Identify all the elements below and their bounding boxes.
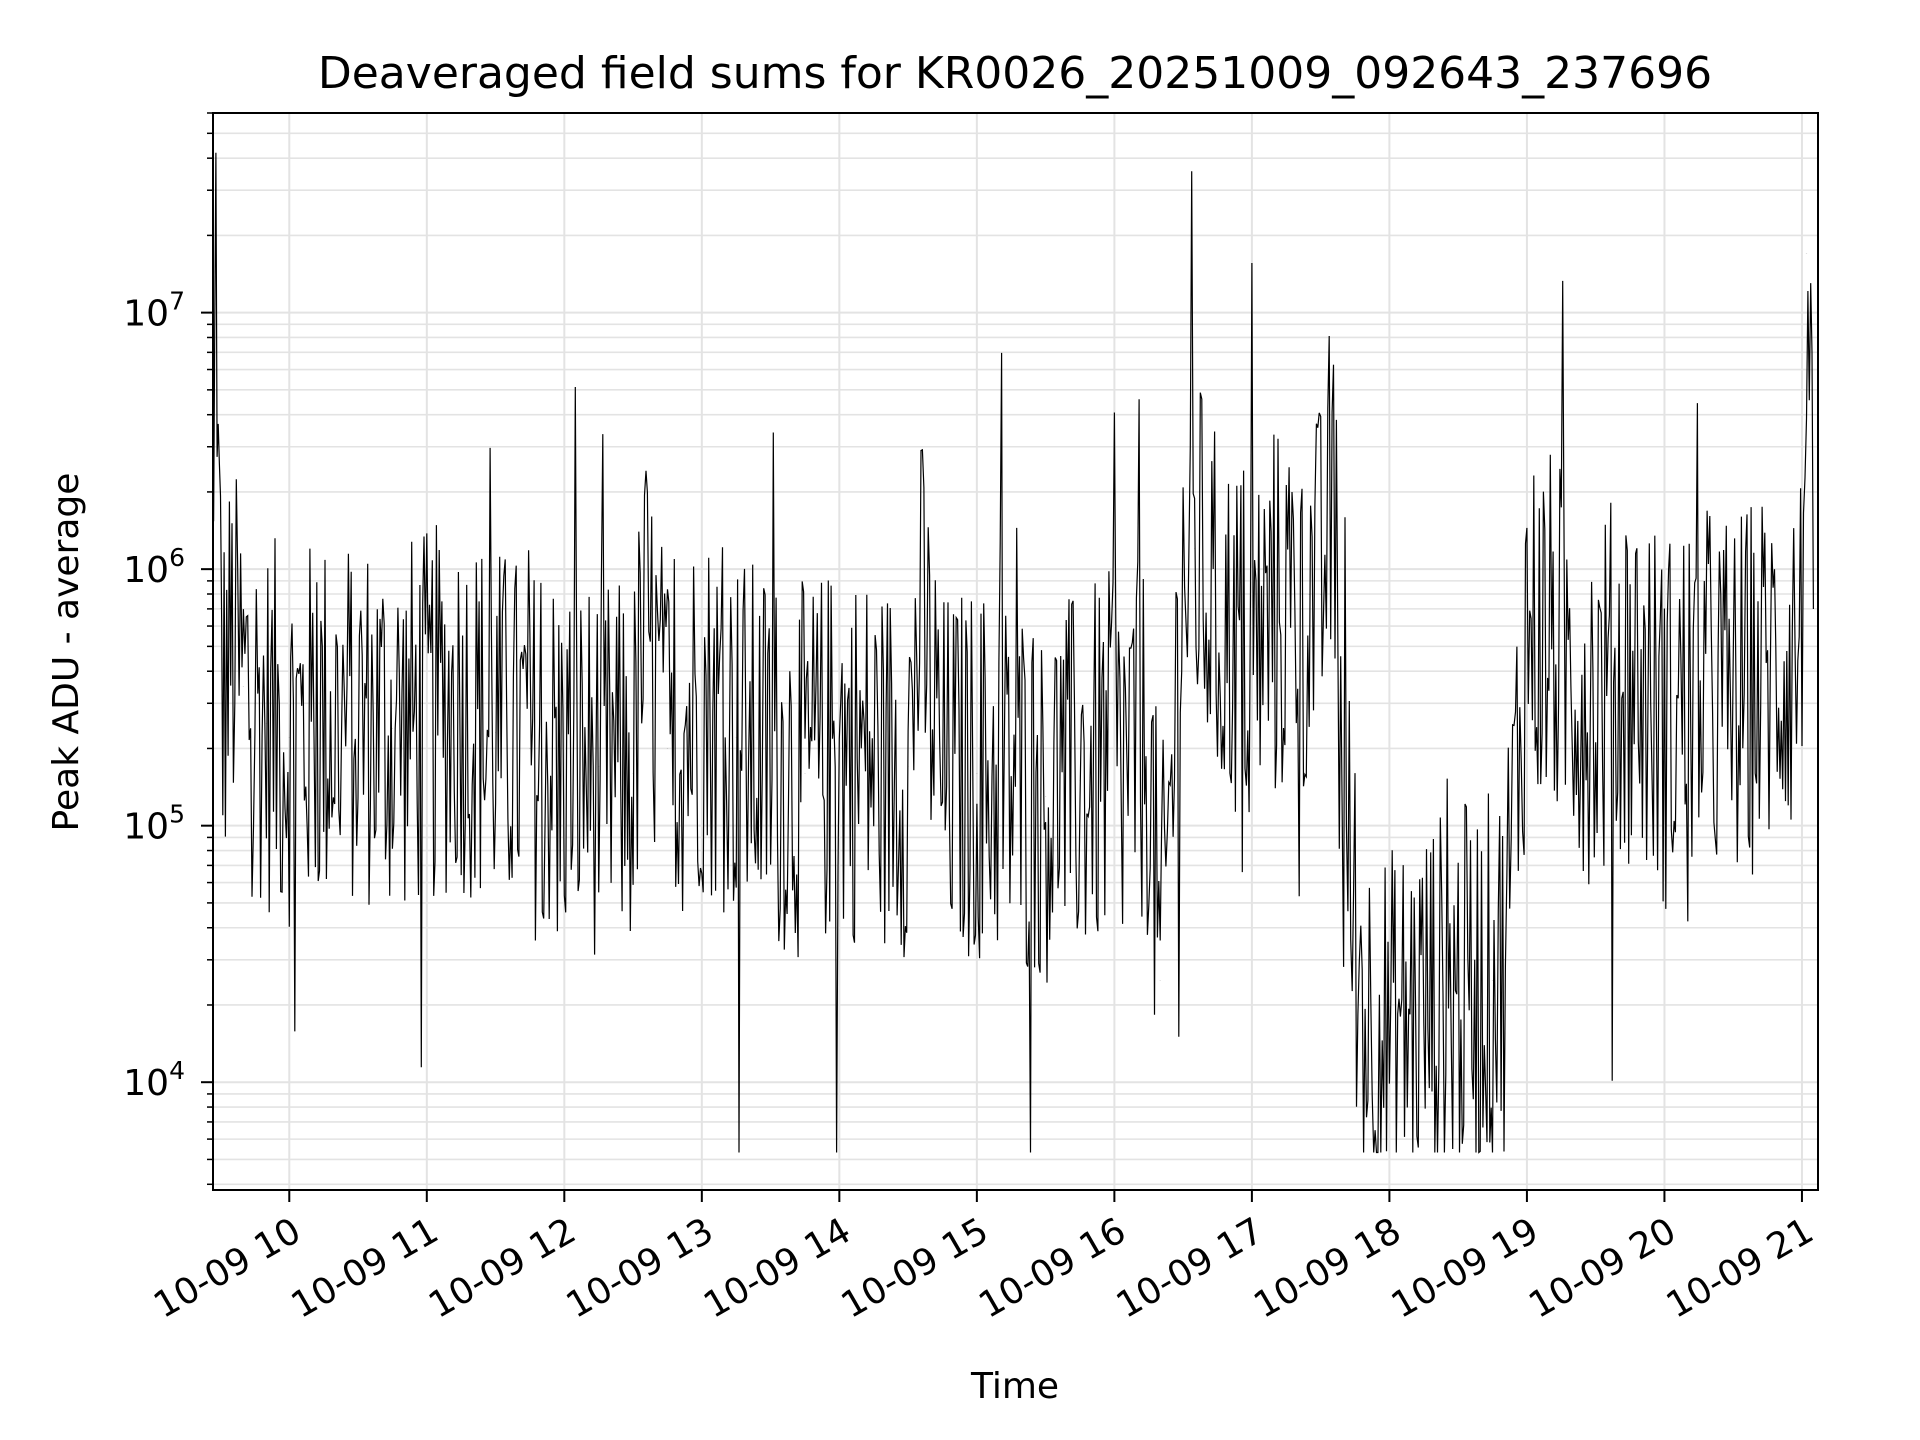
plot-frame xyxy=(212,112,1819,1191)
y-axis-ticks: 104 105 106 107 xyxy=(123,287,213,1104)
series-line xyxy=(213,152,1814,1154)
chart-title: Deaveraged field sums for KR0026_2025100… xyxy=(318,48,1712,99)
y-tick-label: 106 xyxy=(123,543,185,591)
y-axis-label: Peak ADU - average xyxy=(46,473,87,832)
y-tick-label: 104 xyxy=(123,1056,185,1104)
x-axis-label: Time xyxy=(970,1366,1059,1407)
grid xyxy=(213,112,1818,1190)
y-tick-label: 107 xyxy=(123,287,185,335)
y-tick-label: 105 xyxy=(123,800,185,848)
